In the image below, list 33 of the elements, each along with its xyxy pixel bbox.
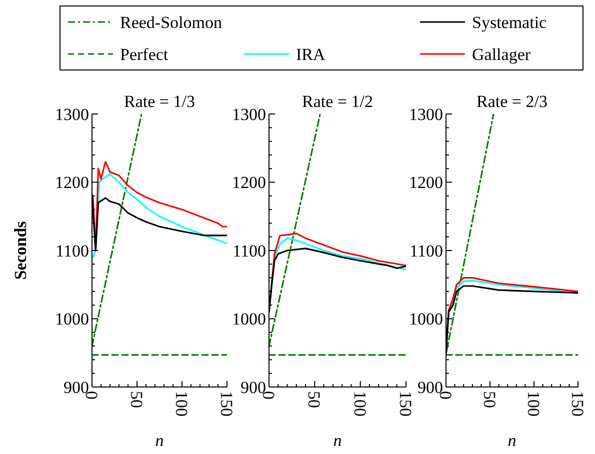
x-tick-label: 150 bbox=[396, 391, 416, 416]
chart-title: Rate = 1/3 bbox=[124, 92, 195, 111]
x-tick-label: 150 bbox=[568, 391, 588, 416]
x-tick-label: 50 bbox=[304, 391, 324, 408]
x-tick-label: 50 bbox=[480, 391, 500, 408]
x-tick-label: 100 bbox=[172, 391, 192, 416]
y-tick-label: 1000 bbox=[55, 310, 89, 329]
y-tick-label: 1300 bbox=[232, 104, 266, 124]
legend-label: Gallager bbox=[472, 44, 531, 64]
x-tick-label: 50 bbox=[127, 391, 146, 408]
y-tick-label: 1300 bbox=[55, 104, 89, 124]
legend-label: Systematic bbox=[472, 12, 548, 32]
y-tick-label: 1100 bbox=[232, 241, 266, 260]
chart-title: Rate = 2/3 bbox=[476, 92, 548, 111]
legend-label: Perfect bbox=[120, 44, 168, 64]
y-tick-label: 1300 bbox=[409, 104, 443, 124]
legend-label: IRA bbox=[296, 44, 326, 64]
x-tick-label: 100 bbox=[524, 391, 544, 416]
y-tick-label: 1200 bbox=[409, 173, 443, 192]
x-tick-label: 100 bbox=[350, 391, 370, 416]
y-tick-label: 1000 bbox=[232, 310, 266, 329]
x-axis-title: n bbox=[155, 431, 164, 450]
y-tick-label: 1100 bbox=[410, 241, 443, 260]
y-tick-label: 1100 bbox=[56, 241, 89, 260]
legend-label: Reed-Solomon bbox=[120, 12, 222, 32]
x-axis-title: n bbox=[333, 431, 342, 450]
chart-title: Rate = 1/2 bbox=[302, 92, 373, 111]
y-tick-label: 1000 bbox=[409, 310, 443, 329]
y-axis-title: Seconds bbox=[11, 220, 30, 280]
y-tick-label: 1200 bbox=[55, 173, 89, 192]
x-axis-title: n bbox=[508, 431, 516, 450]
x-tick-label: 150 bbox=[217, 391, 236, 416]
y-tick-label: 1200 bbox=[232, 173, 266, 192]
